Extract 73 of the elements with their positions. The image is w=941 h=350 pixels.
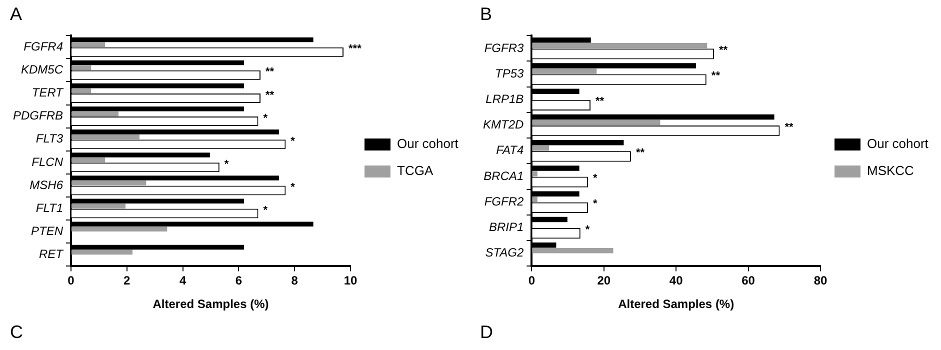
annotation: ** — [266, 66, 275, 78]
annotation: ** — [711, 70, 721, 82]
legend-label: TCGA — [397, 163, 434, 178]
y-tick-label: BRCA1 — [484, 168, 524, 183]
x-tick-label: 8 — [291, 274, 298, 288]
text: C — [10, 322, 23, 342]
annotation: ** — [596, 96, 605, 108]
annotation: * — [290, 182, 296, 194]
y-tick-label: RET — [39, 247, 65, 262]
bar — [72, 42, 106, 48]
legend-label: MSKCC — [867, 163, 914, 178]
annotation: * — [224, 158, 230, 170]
annotation: * — [585, 224, 590, 236]
chart-title: B — [480, 4, 492, 24]
y-tick-label: BRIP1 — [488, 220, 524, 234]
x-axis-title: Altered Samples (%) — [618, 297, 734, 312]
annotation: *** — [348, 43, 362, 56]
y-tick-label: FGFR2 — [484, 194, 524, 208]
y-tick-label: KDM5C — [20, 62, 64, 77]
y-tick-label: FLT3 — [36, 132, 64, 146]
y-tick-label: STAG2 — [485, 246, 524, 260]
x-tick-label: 20 — [597, 274, 611, 288]
bar — [532, 196, 538, 202]
y-tick-label: TP53 — [494, 66, 524, 80]
x-tick-label: 2 — [124, 274, 131, 288]
bar — [72, 158, 106, 162]
y-tick-label: PDGFRB — [12, 108, 64, 123]
y-tick-label: MSH6 — [30, 178, 64, 192]
bar — [532, 146, 549, 151]
annotation: ** — [636, 146, 646, 159]
y-tick-label: PTEN — [30, 224, 64, 238]
bar — [532, 43, 708, 48]
annotation: * — [263, 204, 268, 217]
x-axis-title: Altered Samples (%) — [152, 297, 269, 312]
y-tick-label: TERT — [32, 86, 65, 100]
annotation: * — [290, 135, 296, 148]
bar — [532, 171, 538, 176]
bar — [72, 111, 119, 116]
bar — [72, 88, 92, 94]
legend-label: Our cohort — [397, 136, 459, 152]
annotation: ** — [718, 44, 728, 56]
bar — [532, 120, 660, 126]
x-tick-label: 0 — [68, 274, 75, 288]
bar — [72, 134, 140, 140]
y-tick-label: LRP1B — [486, 92, 524, 106]
y-tick-label: FAT4 — [496, 143, 524, 158]
bar — [532, 68, 597, 74]
x-tick-label: 40 — [669, 274, 684, 288]
x-tick-label: 80 — [814, 274, 828, 288]
y-tick-label: FGFR4 — [24, 39, 64, 54]
y-tick-label: FLCN — [32, 154, 64, 169]
bar — [72, 65, 92, 70]
y-tick-label: FLT1 — [36, 200, 64, 215]
x-tick-label: 0 — [528, 274, 536, 288]
y-tick-label: FGFR3 — [484, 40, 524, 55]
y-tick-label: KMT2D — [483, 118, 524, 132]
annotation: ** — [784, 121, 794, 134]
bar — [72, 180, 146, 186]
bar — [72, 250, 132, 255]
chart-title: A — [10, 4, 22, 24]
x-tick-label: 60 — [742, 274, 756, 288]
annotation: * — [263, 112, 268, 124]
annotation: * — [592, 198, 598, 210]
bar — [72, 204, 126, 208]
bar — [72, 226, 168, 232]
x-tick-label: 4 — [179, 274, 186, 288]
text: D — [480, 322, 493, 342]
annotation: * — [592, 172, 598, 185]
annotation: ** — [266, 89, 275, 102]
x-tick-label: 10 — [344, 274, 358, 288]
legend-label: Our cohort — [867, 136, 929, 152]
bar — [532, 248, 614, 254]
x-tick-label: 6 — [235, 274, 242, 288]
